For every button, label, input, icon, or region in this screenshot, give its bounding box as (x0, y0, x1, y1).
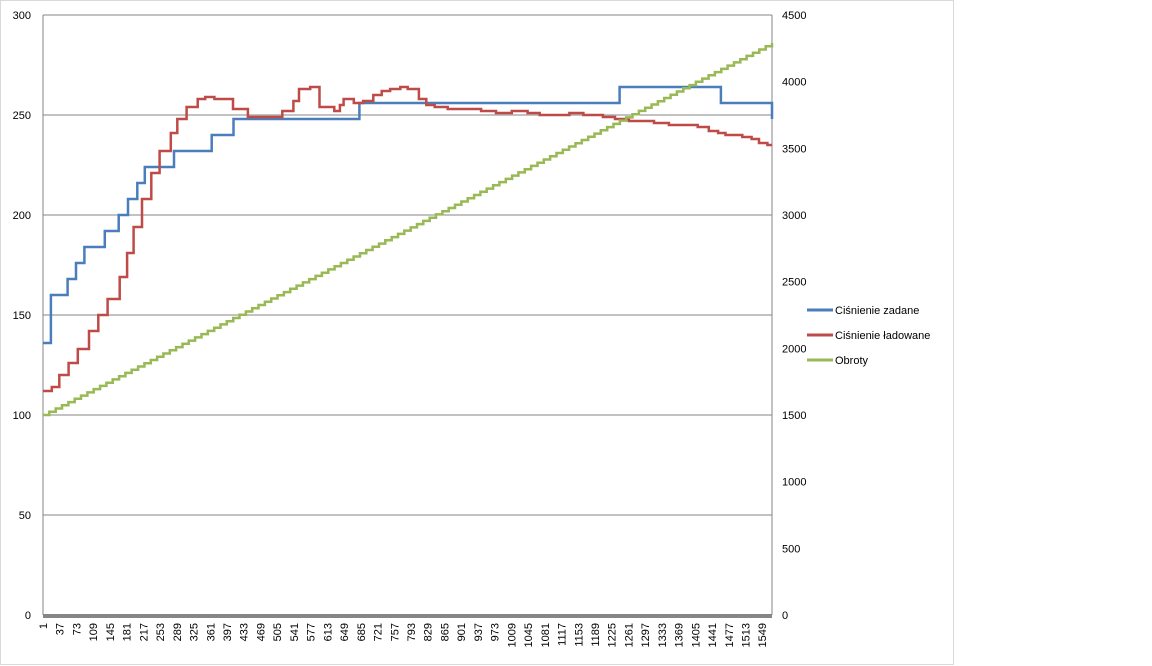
series-line-0 (43, 85, 774, 345)
x-tick-label: 613 (322, 623, 334, 641)
x-tick-label: 1333 (657, 623, 669, 647)
x-tick-label: 1225 (607, 623, 619, 647)
y2-tick-label: 1500 (782, 410, 806, 422)
y-tick-label: 200 (13, 210, 31, 222)
y2-tick-label: 3000 (782, 210, 806, 222)
x-tick-label: 1477 (724, 623, 736, 647)
legend-label: Obroty (835, 355, 869, 367)
y-tick-label: 0 (25, 610, 31, 622)
y2-tick-label: 1000 (782, 477, 806, 489)
x-tick-label: 217 (138, 623, 150, 641)
x-tick-label: 1081 (540, 623, 552, 647)
y-tick-label: 50 (19, 510, 31, 522)
x-tick-label: 721 (373, 623, 385, 641)
x-tick-label: 1009 (506, 623, 518, 647)
x-tick-label: 109 (88, 623, 100, 641)
y-tick-label: 250 (13, 110, 31, 122)
y-tick-label: 150 (13, 310, 31, 322)
x-tick-label: 577 (306, 623, 318, 641)
x-tick-label: 73 (71, 623, 83, 635)
y2-tick-label: 500 (782, 543, 800, 555)
x-tick-label: 361 (205, 623, 217, 641)
x-tick-label: 181 (122, 623, 134, 641)
y2-tick-label: 4500 (782, 10, 806, 22)
y2-tick-label: 2500 (782, 277, 806, 289)
y-tick-label: 100 (13, 410, 31, 422)
x-tick-label: 541 (289, 623, 301, 641)
x-tick-label: 37 (55, 623, 67, 635)
x-tick-label: 973 (490, 623, 502, 641)
x-tick-label: 685 (356, 623, 368, 641)
x-tick-label: 433 (239, 623, 251, 641)
line-chart: 0501001502002503000500100015002000250030… (13, 10, 931, 647)
y2-tick-label: 4000 (782, 77, 806, 89)
x-tick-label: 1117 (557, 623, 569, 646)
legend-label: Ciśnienie ładowane (835, 330, 930, 342)
x-tick-label: 1045 (523, 623, 535, 647)
series-line-2 (43, 43, 774, 417)
y2-tick-label: 0 (782, 610, 788, 622)
y2-tick-label: 2000 (782, 343, 806, 355)
x-tick-label: 1369 (674, 623, 686, 647)
x-tick-label: 1 (38, 623, 50, 629)
chart-area: 0 50 100 150 200 250 300 0 500 1000 1500 2000 2500 30… (0, 0, 954, 665)
x-tick-label: 1189 (590, 623, 602, 647)
x-tick-label: 1513 (741, 623, 753, 647)
x-tick-label: 1405 (690, 623, 702, 647)
x-tick-label: 937 (473, 623, 485, 641)
series-line-1 (43, 85, 772, 393)
x-tick-label: 1297 (640, 623, 652, 647)
x-tick-label: 865 (439, 623, 451, 641)
x-tick-label: 145 (105, 623, 117, 641)
x-tick-label: 1153 (573, 623, 585, 647)
x-tick-label: 325 (189, 623, 201, 641)
x-tick-label: 1549 (757, 623, 769, 647)
y-tick-label: 300 (13, 10, 31, 22)
x-tick-label: 793 (406, 623, 418, 641)
x-tick-label: 505 (272, 623, 284, 641)
y2-tick-label: 3500 (782, 143, 806, 155)
x-tick-label: 649 (339, 623, 351, 641)
x-tick-label: 1261 (623, 623, 635, 647)
x-tick-label: 469 (255, 623, 267, 641)
legend-label: Ciśnienie zadane (835, 305, 919, 317)
x-tick-label: 1441 (707, 623, 719, 647)
x-tick-label: 901 (456, 623, 468, 641)
x-tick-label: 289 (172, 623, 184, 641)
x-tick-label: 397 (222, 623, 234, 641)
x-tick-label: 253 (155, 623, 167, 641)
x-tick-label: 829 (423, 623, 435, 641)
x-tick-label: 757 (389, 623, 401, 641)
